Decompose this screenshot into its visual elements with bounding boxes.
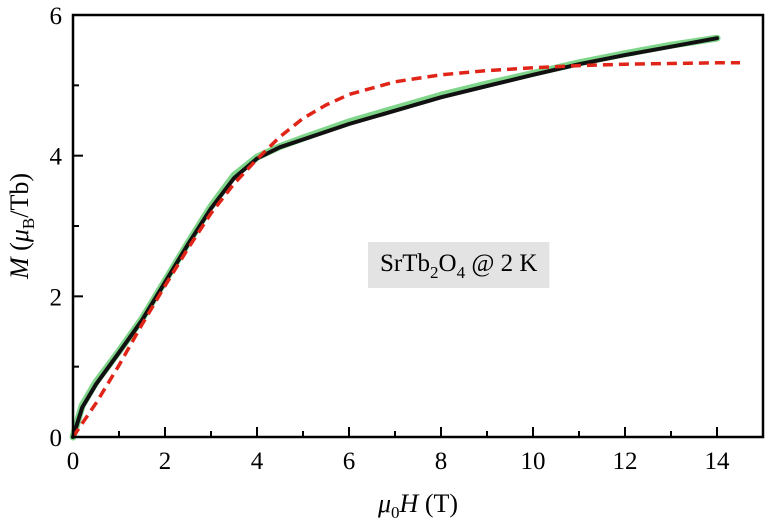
y-tick-label: 2 bbox=[50, 284, 63, 311]
x-tick-label: 0 bbox=[67, 448, 80, 475]
x-tick-label: 14 bbox=[705, 448, 731, 475]
annotation-box: SrTb2O4 @ 2 K bbox=[368, 242, 550, 288]
x-tick-label: 6 bbox=[343, 448, 356, 475]
tick-labels: 0 2 4 6 8 10 12 14 0 2 4 6 bbox=[50, 3, 731, 475]
x-tick-label: 10 bbox=[521, 448, 546, 475]
x-tick-label: 8 bbox=[435, 448, 448, 475]
annotation-label: SrTb2O4 @ 2 K bbox=[380, 250, 537, 282]
x-axis-title: μ0H (T) bbox=[377, 489, 458, 522]
x-tick-label: 2 bbox=[159, 448, 172, 475]
y-tick-label: 0 bbox=[50, 425, 63, 452]
y-tick-label: 6 bbox=[50, 3, 63, 30]
series-line-solid-black bbox=[71, 36, 719, 439]
y-tick-label: 4 bbox=[50, 144, 63, 171]
axis-ticks bbox=[72, 14, 764, 438]
x-tick-label: 4 bbox=[251, 448, 264, 475]
y-axis-title: M (μB/Tb) bbox=[5, 173, 38, 280]
series-line-dashed-red bbox=[71, 61, 740, 438]
annotation-background bbox=[368, 242, 550, 288]
x-tick-label: 12 bbox=[613, 448, 638, 475]
series-line-solid-green bbox=[69, 34, 721, 441]
data-series-layer bbox=[69, 34, 740, 441]
